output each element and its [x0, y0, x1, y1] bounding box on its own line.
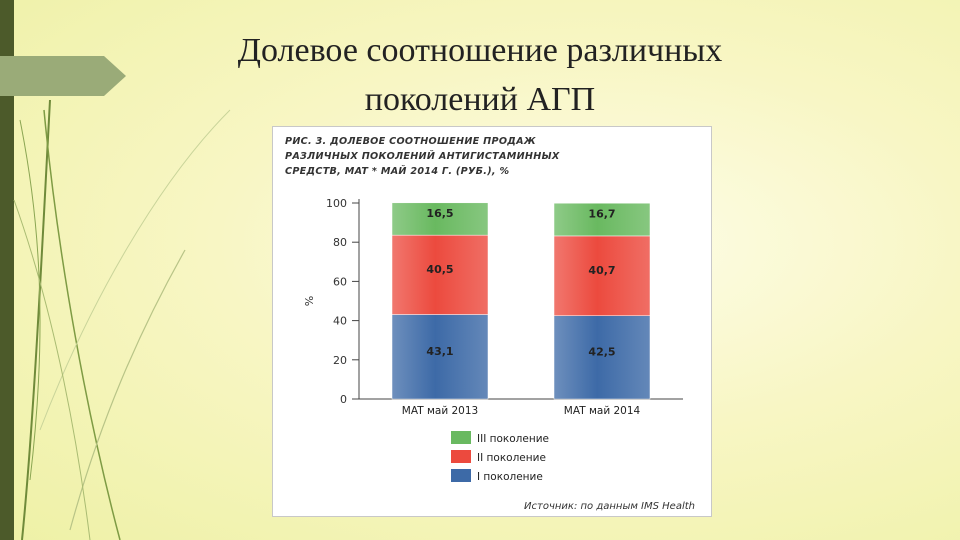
y-tick-label: 0	[340, 393, 347, 406]
y-axis-label: %	[303, 296, 316, 306]
legend-swatch-1	[451, 450, 471, 463]
slide-title: Долевое соотношение различных поколений …	[0, 26, 960, 124]
stacked-bar-chart: 0 20 40 60 80 100% 43,1 40,5 16,5 MAT май 2013 42,…	[303, 197, 683, 483]
left-accent-bar	[0, 0, 14, 540]
bar-segment-0-0	[391, 314, 489, 400]
bar-value-label-0-0: 43,1	[426, 345, 453, 358]
bar-segment-1-2	[553, 202, 651, 237]
bar-value-label-0-2: 16,5	[426, 207, 453, 220]
bar-value-label-1-1: 40,7	[588, 264, 615, 277]
chart-source: Источник: по данным IMS Health	[524, 501, 695, 512]
chart-caption: Рис. 3. Долевое соотношение продаж разли…	[285, 134, 705, 179]
legend-label-1: II поколение	[477, 452, 546, 464]
legend-label-0: I поколение	[477, 471, 543, 483]
bar-value-label-1-2: 16,7	[588, 208, 615, 221]
y-tick-label: 20	[333, 354, 347, 367]
bar-segment-0-2	[391, 202, 489, 236]
y-tick-label: 60	[333, 275, 347, 288]
decorative-stems	[13, 99, 231, 540]
y-tick-label: 80	[333, 236, 347, 249]
legend-swatch-0	[451, 469, 471, 482]
chart-caption-line-3: средств, MAT * май 2014 г. (руб.), %	[285, 166, 510, 177]
y-tick-label: 40	[333, 315, 347, 328]
slide-title-line-2: поколений АГП	[364, 81, 596, 118]
legend-label-2: III поколение	[477, 433, 549, 445]
bar-segment-1-1	[553, 235, 651, 316]
bar-value-label-1-0: 42,5	[588, 345, 615, 358]
legend-swatch-2	[451, 431, 471, 444]
x-tick-label-1: MAT май 2014	[564, 405, 641, 417]
x-tick-label-0: MAT май 2013	[402, 405, 478, 417]
bar-segment-1-0	[553, 315, 651, 400]
y-tick-label: 100	[326, 197, 347, 210]
chart-caption-line-1: Рис. 3. Долевое соотношение продаж	[285, 136, 536, 147]
chart-caption-line-2: различных поколений антигистаминных	[285, 151, 560, 162]
bar-segment-0-1	[391, 234, 489, 315]
slide-title-line-1: Долевое соотношение различных	[237, 32, 723, 69]
bar-value-label-0-1: 40,5	[426, 263, 453, 276]
title-tab-marker	[0, 56, 126, 96]
chart-figure: Рис. 3. Долевое соотношение продаж разли…	[272, 126, 712, 517]
